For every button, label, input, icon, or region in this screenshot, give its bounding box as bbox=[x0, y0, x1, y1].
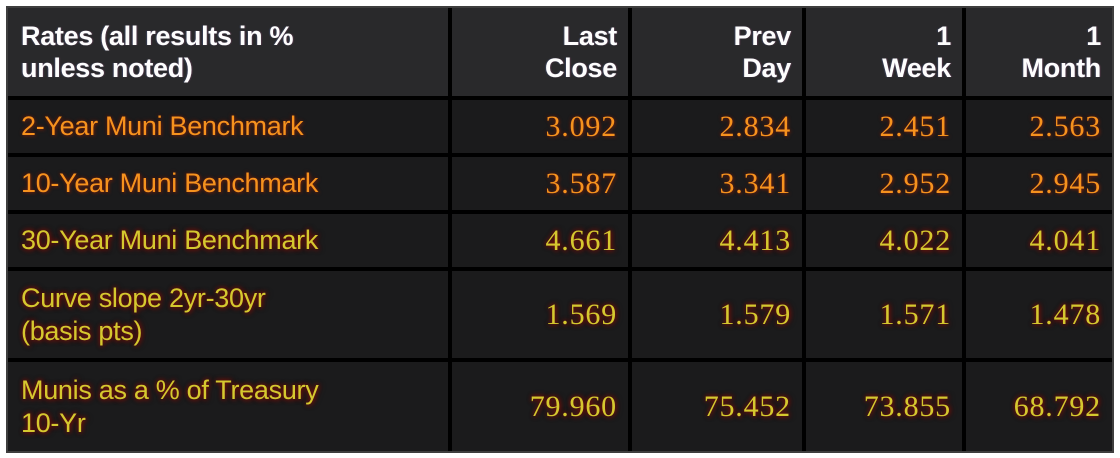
cell-value: 4.022 bbox=[879, 223, 951, 257]
cell-10yr-1-week: 2.952 bbox=[806, 157, 962, 210]
row-label-text: Munis as a % of Treasury 10-Yr bbox=[21, 375, 319, 438]
row-label-text: 10-Year Muni Benchmark bbox=[21, 168, 319, 199]
cell-value: 2.563 bbox=[1029, 109, 1101, 143]
cell-value: 2.952 bbox=[879, 166, 951, 200]
cell-munis-prev-day: 75.452 bbox=[632, 362, 802, 451]
cell-curve-1-week: 1.571 bbox=[806, 271, 962, 358]
rates-table-container: Rates (all results in % unless noted) La… bbox=[6, 6, 1114, 453]
cell-30yr-prev-day: 4.413 bbox=[632, 214, 802, 267]
row-label-10yr-muni: 10-Year Muni Benchmark bbox=[8, 157, 448, 210]
header-1-month: 1 Month bbox=[966, 8, 1112, 96]
cell-value: 75.452 bbox=[703, 389, 791, 423]
cell-value: 79.960 bbox=[529, 389, 617, 423]
cell-curve-1-month: 1.478 bbox=[966, 271, 1112, 358]
row-label-munis-pct-treasury: Munis as a % of Treasury 10-Yr bbox=[8, 362, 448, 451]
cell-value: 1.579 bbox=[719, 297, 791, 331]
row-label-text: Curve slope 2yr-30yr (basis pts) bbox=[21, 283, 266, 346]
cell-2yr-1-month: 2.563 bbox=[966, 100, 1112, 153]
muni-rates-table: Rates (all results in % unless noted) La… bbox=[6, 6, 1114, 453]
cell-munis-1-week: 73.855 bbox=[806, 362, 962, 451]
row-label-2yr-muni: 2-Year Muni Benchmark bbox=[8, 100, 448, 153]
cell-value: 4.661 bbox=[545, 223, 617, 257]
row-label-30yr-muni: 30-Year Muni Benchmark bbox=[8, 214, 448, 267]
row-label-curve-slope: Curve slope 2yr-30yr (basis pts) bbox=[8, 271, 448, 358]
cell-value: 1.569 bbox=[545, 297, 617, 331]
cell-value: 2.451 bbox=[879, 109, 951, 143]
header-1-week-text: 1 Week bbox=[882, 20, 951, 83]
cell-curve-last-close: 1.569 bbox=[452, 271, 628, 358]
row-label-text: 30-Year Muni Benchmark bbox=[21, 225, 319, 256]
header-prev-day: Prev Day bbox=[632, 8, 802, 96]
cell-value: 68.792 bbox=[1013, 389, 1101, 423]
cell-value: 3.092 bbox=[545, 109, 617, 143]
cell-munis-last-close: 79.960 bbox=[452, 362, 628, 451]
cell-2yr-1-week: 2.451 bbox=[806, 100, 962, 153]
header-1-week: 1 Week bbox=[806, 8, 962, 96]
cell-value: 3.587 bbox=[545, 166, 617, 200]
header-prev-day-text: Prev Day bbox=[733, 20, 792, 83]
row-label-text: 2-Year Muni Benchmark bbox=[21, 111, 304, 142]
cell-value: 2.945 bbox=[1029, 166, 1101, 200]
cell-30yr-last-close: 4.661 bbox=[452, 214, 628, 267]
header-last-close-text: Last Close bbox=[544, 20, 617, 83]
cell-value: 2.834 bbox=[719, 109, 791, 143]
cell-2yr-prev-day: 2.834 bbox=[632, 100, 802, 153]
cell-10yr-prev-day: 3.341 bbox=[632, 157, 802, 210]
cell-2yr-last-close: 3.092 bbox=[452, 100, 628, 153]
cell-value: 4.041 bbox=[1029, 223, 1101, 257]
cell-30yr-1-month: 4.041 bbox=[966, 214, 1112, 267]
header-rates-title-text: Rates (all results in % unless noted) bbox=[21, 20, 294, 83]
header-rates-title: Rates (all results in % unless noted) bbox=[8, 8, 448, 96]
header-last-close: Last Close bbox=[452, 8, 628, 96]
cell-value: 1.571 bbox=[879, 297, 951, 331]
cell-value: 73.855 bbox=[863, 389, 951, 423]
cell-30yr-1-week: 4.022 bbox=[806, 214, 962, 267]
cell-value: 3.341 bbox=[719, 166, 791, 200]
cell-munis-1-month: 68.792 bbox=[966, 362, 1112, 451]
cell-value: 4.413 bbox=[719, 223, 791, 257]
cell-10yr-last-close: 3.587 bbox=[452, 157, 628, 210]
header-1-month-text: 1 Month bbox=[1021, 20, 1102, 83]
cell-curve-prev-day: 1.579 bbox=[632, 271, 802, 358]
cell-10yr-1-month: 2.945 bbox=[966, 157, 1112, 210]
cell-value: 1.478 bbox=[1029, 297, 1101, 331]
